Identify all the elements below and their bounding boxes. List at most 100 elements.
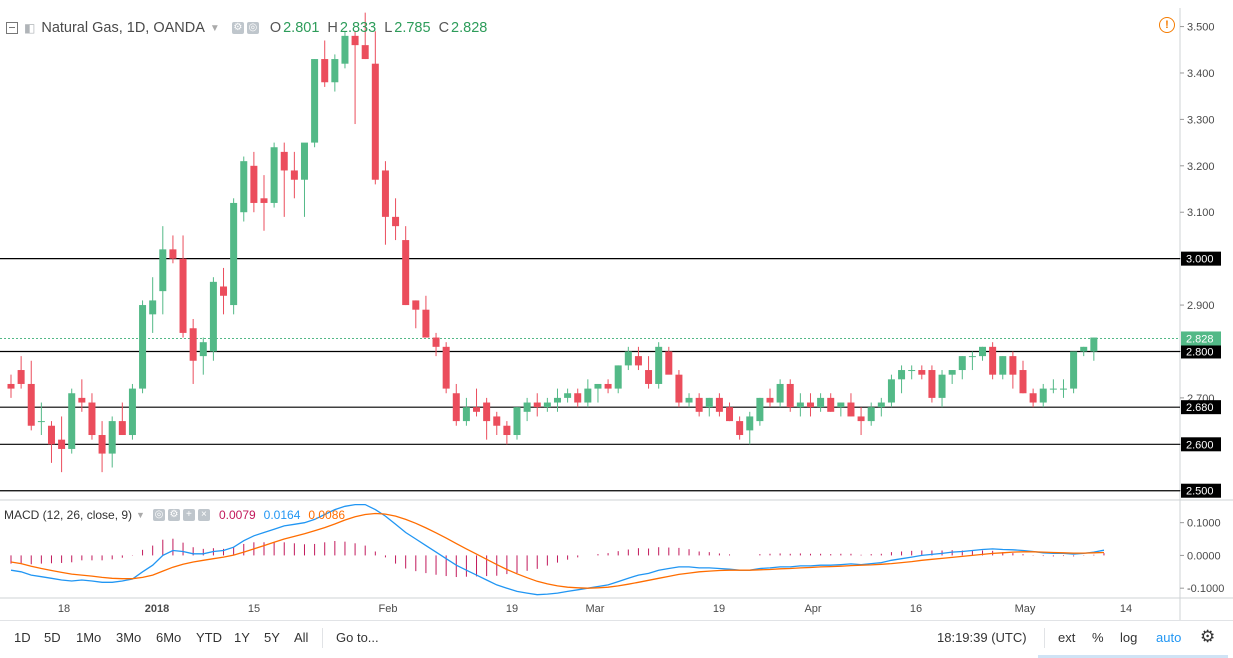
goto-button[interactable]: Go to...	[336, 630, 379, 645]
level-tag	[1181, 483, 1221, 498]
candle-body	[1049, 388, 1057, 390]
candle-body	[331, 59, 339, 83]
range-6mo[interactable]: 6Mo	[156, 630, 182, 645]
collapse-icon[interactable]	[6, 22, 18, 34]
toolbar-divider	[322, 628, 323, 648]
macd-eye-icon[interactable]: ◎	[152, 509, 165, 521]
macd-dropdown-icon[interactable]: ▼	[136, 510, 145, 520]
macd-y-tick-label: 0.0000	[1187, 550, 1221, 562]
candle-body	[948, 370, 956, 375]
y-tick-label: 2.900	[1187, 300, 1215, 312]
auto-toggle[interactable]: auto	[1156, 630, 1182, 645]
x-tick-label: 16	[910, 603, 922, 615]
candle-body	[503, 425, 511, 436]
low-label: L	[384, 20, 393, 36]
x-tick-label: 19	[713, 603, 725, 615]
candle-body	[1080, 346, 1088, 352]
y-tick-label: 3.500	[1187, 22, 1215, 34]
candle-body	[715, 397, 723, 412]
macd-more-icon[interactable]: +	[182, 509, 195, 521]
low-value: 2.785	[394, 20, 431, 36]
candle-body	[938, 374, 946, 398]
range-1y[interactable]: 1Y	[234, 630, 250, 645]
candle-body	[209, 281, 217, 352]
candle-body	[483, 402, 491, 422]
last-price-tag	[1181, 331, 1221, 346]
candle-body	[98, 435, 106, 454]
candle-body	[523, 402, 531, 412]
x-tick-label: 15	[248, 603, 260, 615]
candle-body	[392, 216, 400, 227]
candle-body	[695, 397, 703, 412]
candle-body	[422, 309, 430, 338]
candle-body	[624, 351, 632, 366]
level-tag	[1181, 344, 1221, 359]
x-tick-label: Feb	[379, 603, 398, 615]
ext-toggle[interactable]: ext	[1058, 630, 1076, 645]
candle-body	[128, 388, 136, 436]
candle-body	[381, 170, 389, 217]
level-tag	[1181, 437, 1221, 452]
eye-icon[interactable]: ◎	[246, 22, 259, 34]
y-tick-label: 3.200	[1187, 161, 1215, 173]
range-3mo[interactable]: 3Mo	[116, 630, 142, 645]
x-tick-label: May	[1015, 603, 1036, 615]
symbol-title[interactable]: Natural Gas, 1D, OANDA	[41, 20, 205, 36]
range-1d[interactable]: 1D	[14, 630, 31, 645]
macd-label[interactable]: MACD (12, 26, close, 9)	[4, 508, 133, 522]
level-tag	[1181, 400, 1221, 415]
candle-body	[918, 370, 926, 375]
level-tag-label: 2.600	[1186, 439, 1214, 451]
candle-body	[827, 397, 835, 412]
candle-body	[999, 356, 1007, 375]
close-value: 2.828	[451, 20, 488, 36]
candle-body	[958, 356, 966, 371]
range-5y[interactable]: 5Y	[264, 630, 280, 645]
candle-body	[159, 249, 167, 292]
candle-body	[645, 370, 653, 384]
candle-body	[705, 397, 713, 408]
range-ytd[interactable]: YTD	[196, 630, 222, 645]
dropdown-icon[interactable]: ▼	[209, 22, 220, 34]
candle-body	[1019, 370, 1027, 394]
candle-body	[1059, 388, 1067, 390]
candle-body	[493, 416, 501, 426]
macd-settings-icon[interactable]: ⚙	[167, 509, 180, 521]
level-tag	[1181, 251, 1221, 266]
log-toggle[interactable]: log	[1120, 630, 1138, 645]
candle-body	[361, 45, 369, 60]
candle-body	[341, 35, 349, 64]
candle-body	[756, 397, 764, 422]
candle-body	[574, 393, 582, 403]
settings-icon[interactable]: ⚙	[231, 22, 244, 34]
alert-icon[interactable]: !	[1159, 17, 1175, 33]
macd-close-icon[interactable]: ×	[197, 509, 210, 521]
candle-body	[655, 346, 663, 384]
candle-body	[88, 402, 96, 436]
range-1mo[interactable]: 1Mo	[76, 630, 102, 645]
candle-body	[796, 402, 804, 408]
x-tick-label: Apr	[804, 603, 821, 615]
candle-body	[513, 407, 521, 436]
macd-y-tick-label: 0.1000	[1187, 518, 1221, 530]
candle-body	[270, 147, 278, 203]
candle-body	[746, 416, 754, 431]
last-price-label: 2.828	[1186, 333, 1214, 345]
candle-body	[462, 407, 470, 422]
candle-body	[290, 170, 298, 180]
candle-body	[614, 365, 622, 389]
percent-toggle[interactable]: %	[1092, 630, 1104, 645]
candle-body	[402, 240, 410, 306]
range-all[interactable]: All	[294, 630, 309, 645]
candle-body	[280, 151, 288, 171]
candle-body	[665, 351, 673, 375]
range-5d[interactable]: 5D	[44, 630, 61, 645]
gear-icon[interactable]: ⚙	[1200, 627, 1216, 646]
candle-body	[584, 388, 592, 403]
candle-body	[1009, 356, 1017, 375]
candle-body	[634, 356, 642, 366]
candle-body	[847, 402, 855, 417]
